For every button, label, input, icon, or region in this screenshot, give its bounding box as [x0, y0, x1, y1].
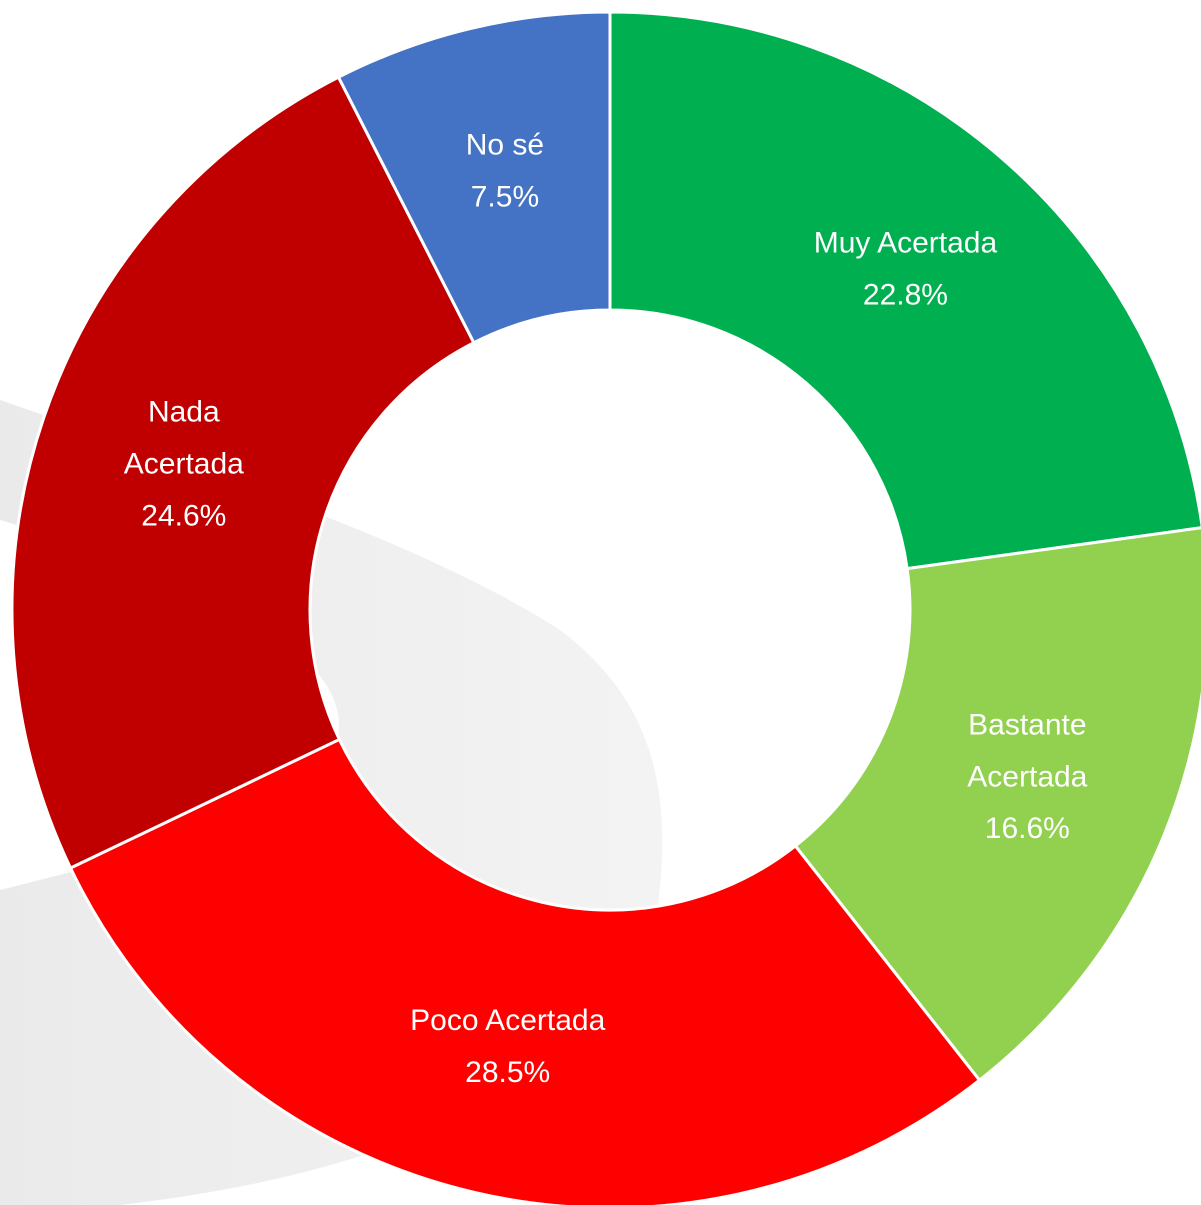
slice-label-value: 22.8%: [863, 279, 948, 312]
donut-slice: [68, 737, 982, 1205]
slice-label-name: Muy Acertada: [814, 227, 998, 260]
slice-label-name: Poco Acertada: [410, 1004, 605, 1037]
slice-label-name: Nada Acertada: [124, 395, 244, 480]
slice-label-value: 28.5%: [465, 1056, 550, 1089]
donut-slice: [336, 10, 612, 345]
slice-label-value: 24.6%: [141, 499, 226, 532]
slice-label-name: Bastante Acertada: [967, 708, 1087, 793]
donut-slice: [10, 75, 476, 871]
donut-slice: [608, 10, 1201, 571]
labels: Muy Acertada 22.8% Bastante Acertada 16.6% Po…: [124, 128, 1088, 1089]
donut-slice: [793, 526, 1201, 1083]
slice-label-name: No sé: [466, 128, 544, 161]
slices: [10, 10, 1201, 1205]
slice-label-value: 7.5%: [471, 180, 539, 213]
slice-label-value: 16.6%: [985, 812, 1070, 845]
